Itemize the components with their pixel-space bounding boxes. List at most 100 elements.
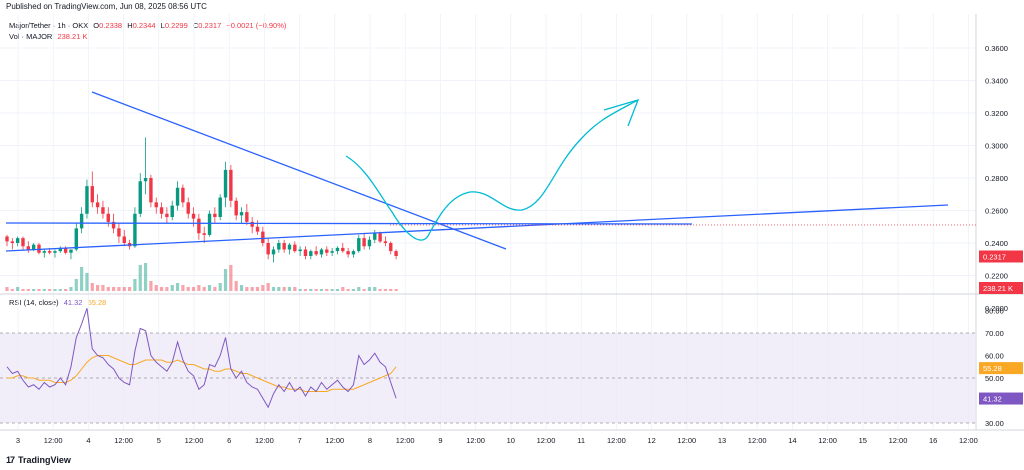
candle <box>341 243 345 253</box>
volume-bar <box>341 287 345 291</box>
price-tick-label: 0.2400 <box>985 239 1008 248</box>
candle <box>213 207 217 224</box>
rsi-legend: RSI (14, close) 41.32 55.28 <box>9 298 106 307</box>
symbol-label[interactable]: Major/Tether · 1h · OKX <box>9 21 89 30</box>
volume-bar <box>271 287 276 291</box>
descending-trendline[interactable] <box>91 91 507 250</box>
candle <box>31 243 36 252</box>
candle-body <box>351 251 356 255</box>
time-tick-label: 10 <box>507 436 515 445</box>
candle-body <box>127 243 132 247</box>
arrow-head <box>603 99 640 127</box>
volume-bar <box>282 287 286 291</box>
candle-body <box>69 249 73 253</box>
rsi-band-fill <box>0 333 976 423</box>
candle <box>165 207 169 224</box>
volume-bar <box>367 287 372 291</box>
candle-body <box>309 251 313 256</box>
volume-bar <box>16 287 20 291</box>
candle <box>319 247 324 258</box>
rsi-ma-legend-value: 55.28 <box>87 298 107 307</box>
horizontal-support-line[interactable] <box>5 222 693 225</box>
volume-bar <box>373 287 377 291</box>
volume-bar <box>325 289 329 291</box>
rsi-line <box>6 308 397 409</box>
time-tick-label: 12:00 <box>959 436 978 445</box>
volume-bar <box>351 289 356 291</box>
open-value: 0.2338 <box>99 21 123 30</box>
tradingview-logo-icon: 17 <box>6 455 15 465</box>
candle-body <box>21 238 25 247</box>
volume-label[interactable]: Vol · MAJOR <box>9 32 53 41</box>
projection-curve[interactable] <box>345 99 639 241</box>
candle-body <box>367 239 372 247</box>
time-tick-label: 8 <box>368 436 372 445</box>
volume-bar <box>127 287 132 291</box>
candle-body <box>63 247 68 253</box>
time-tick-label: 12:00 <box>748 436 767 445</box>
candle <box>351 249 356 258</box>
candle-body <box>266 243 270 255</box>
candle <box>250 217 254 234</box>
volume-bar <box>133 279 137 291</box>
candle-body <box>95 202 100 208</box>
volume-bar <box>383 289 388 291</box>
candle-body <box>202 233 206 235</box>
volume-tag: 238.21 K <box>983 284 1013 293</box>
ascending-trendline[interactable] <box>5 204 949 252</box>
volume-bar <box>138 265 142 291</box>
volume-bar <box>96 285 100 291</box>
candle <box>378 231 382 243</box>
rsi-value-tag-bg <box>979 392 1023 405</box>
candle <box>229 165 233 208</box>
time-tick-label: 12:00 <box>44 436 63 445</box>
candle <box>314 246 318 256</box>
time-tick-label: 12:00 <box>889 436 908 445</box>
candle <box>138 173 142 217</box>
candle-body <box>293 244 297 252</box>
rsi-label[interactable]: RSI (14, close) <box>9 298 59 307</box>
candle <box>330 247 334 256</box>
time-tick-label: 12:00 <box>325 436 344 445</box>
tradingview-brand[interactable]: 17 TradingView <box>6 455 71 465</box>
candle-body <box>15 238 20 243</box>
rsi-ma-tag-bg <box>979 362 1023 375</box>
candle-body <box>330 251 334 253</box>
volume-bar <box>5 287 9 291</box>
volume-bar <box>261 285 265 291</box>
candle <box>335 246 340 255</box>
volume-bar <box>378 289 382 291</box>
candle <box>245 204 249 226</box>
volume-bar <box>346 289 350 291</box>
candle <box>383 236 388 247</box>
candle-body <box>373 233 377 240</box>
volume-bar <box>245 287 249 291</box>
candle <box>309 249 313 260</box>
volume-bar <box>53 289 57 291</box>
candle-body <box>271 249 276 255</box>
volume-bar <box>218 283 222 291</box>
candle <box>63 246 68 255</box>
volume-bar <box>143 263 148 291</box>
candle-body <box>325 249 329 253</box>
candle-body <box>303 249 308 256</box>
trend-drawings <box>5 91 976 252</box>
candle <box>394 249 398 260</box>
candle-body <box>175 187 180 206</box>
volume-bar <box>154 285 158 291</box>
candle <box>79 207 84 234</box>
candle <box>26 241 31 253</box>
candle <box>197 213 201 240</box>
low-value: 0.2299 <box>164 21 188 30</box>
volume-value: 238.21 K <box>57 32 88 41</box>
volume-bar <box>165 287 169 291</box>
time-tick-label: 12:00 <box>607 436 626 445</box>
volume-bar <box>32 289 36 291</box>
volume-bar <box>335 289 340 291</box>
candle <box>111 213 116 234</box>
rsi-ma-tag: 55.28 <box>983 364 1002 373</box>
volume-bar <box>181 285 185 291</box>
volume-bar <box>159 287 164 291</box>
candle-body <box>117 228 121 237</box>
